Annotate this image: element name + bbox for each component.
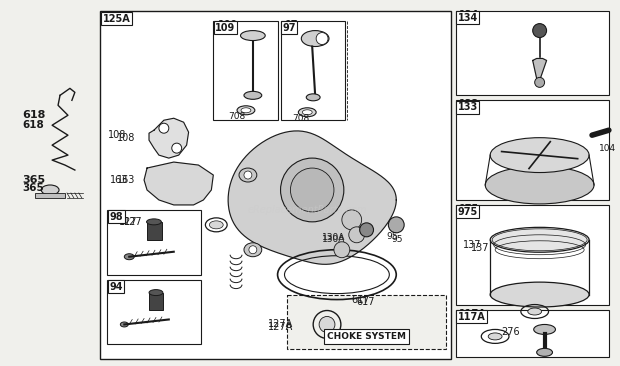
Ellipse shape xyxy=(485,166,594,204)
Text: 276: 276 xyxy=(501,328,520,337)
Ellipse shape xyxy=(241,31,265,41)
Text: 109: 109 xyxy=(215,23,236,33)
Text: 137: 137 xyxy=(463,240,481,250)
Bar xyxy=(456,11,609,95)
Text: 276: 276 xyxy=(461,310,480,321)
Circle shape xyxy=(159,123,169,133)
Circle shape xyxy=(244,171,252,179)
Text: 134: 134 xyxy=(459,10,479,20)
Ellipse shape xyxy=(528,308,542,315)
Text: 133: 133 xyxy=(458,102,478,112)
Bar xyxy=(107,280,202,344)
Ellipse shape xyxy=(124,254,134,260)
Ellipse shape xyxy=(298,108,316,117)
Text: 618: 618 xyxy=(22,110,46,120)
Text: 137: 137 xyxy=(471,243,490,253)
Text: 125A: 125A xyxy=(102,14,130,24)
Polygon shape xyxy=(149,118,188,158)
Circle shape xyxy=(319,317,335,332)
Text: 127: 127 xyxy=(120,217,138,227)
Text: eReplacementParts.com: eReplacementParts.com xyxy=(247,205,367,215)
Text: CHOKE SYSTEM: CHOKE SYSTEM xyxy=(327,332,406,341)
Circle shape xyxy=(334,242,350,258)
Ellipse shape xyxy=(244,92,262,99)
Polygon shape xyxy=(533,59,547,81)
Text: 975: 975 xyxy=(459,204,479,214)
Bar xyxy=(213,20,278,120)
Text: 163: 163 xyxy=(117,175,136,185)
Circle shape xyxy=(534,77,544,87)
Text: 130A: 130A xyxy=(322,235,345,244)
Text: 117A: 117A xyxy=(459,309,486,318)
Text: 130A: 130A xyxy=(322,233,345,242)
Text: 97: 97 xyxy=(285,20,298,30)
Ellipse shape xyxy=(239,168,257,182)
Ellipse shape xyxy=(237,106,255,115)
Polygon shape xyxy=(144,162,213,205)
Text: 127: 127 xyxy=(124,217,143,227)
Ellipse shape xyxy=(210,221,223,229)
Bar xyxy=(147,222,162,240)
Text: 127A: 127A xyxy=(268,320,293,329)
Ellipse shape xyxy=(146,219,161,225)
Text: 708: 708 xyxy=(293,114,309,123)
Text: 109: 109 xyxy=(218,20,239,30)
Text: 97: 97 xyxy=(283,23,296,33)
Ellipse shape xyxy=(490,138,589,172)
Bar xyxy=(456,100,609,200)
Text: 94: 94 xyxy=(110,281,123,292)
Text: 975: 975 xyxy=(458,207,478,217)
Text: 134: 134 xyxy=(458,13,478,23)
Ellipse shape xyxy=(241,108,251,113)
Circle shape xyxy=(249,246,257,254)
Bar xyxy=(280,20,345,120)
Circle shape xyxy=(172,143,182,153)
Text: 365: 365 xyxy=(22,175,46,185)
Bar xyxy=(107,210,202,274)
Ellipse shape xyxy=(306,94,320,101)
Text: 127A: 127A xyxy=(268,322,293,332)
Circle shape xyxy=(360,223,373,237)
Circle shape xyxy=(290,168,334,212)
Circle shape xyxy=(316,33,328,45)
Ellipse shape xyxy=(537,348,552,356)
Ellipse shape xyxy=(303,110,312,115)
Ellipse shape xyxy=(42,185,59,195)
Ellipse shape xyxy=(490,227,589,252)
Text: 117A: 117A xyxy=(458,311,485,321)
Circle shape xyxy=(280,158,344,222)
Bar xyxy=(100,11,451,359)
Ellipse shape xyxy=(488,333,502,340)
Ellipse shape xyxy=(149,290,163,296)
Text: 104: 104 xyxy=(599,143,616,153)
Ellipse shape xyxy=(534,325,556,335)
Circle shape xyxy=(342,210,361,230)
Circle shape xyxy=(349,227,365,243)
Text: 617: 617 xyxy=(356,296,375,307)
Ellipse shape xyxy=(301,31,329,46)
Bar xyxy=(456,205,609,305)
Text: 617: 617 xyxy=(352,295,370,305)
Ellipse shape xyxy=(244,243,262,257)
Text: 95: 95 xyxy=(386,232,398,241)
Bar xyxy=(288,295,446,350)
Bar xyxy=(149,292,163,310)
Bar xyxy=(35,193,65,198)
Ellipse shape xyxy=(120,322,128,327)
Text: 163: 163 xyxy=(110,175,128,185)
Text: 133: 133 xyxy=(459,99,479,109)
Text: 108: 108 xyxy=(107,130,126,140)
Circle shape xyxy=(533,24,547,38)
Circle shape xyxy=(388,217,404,233)
Ellipse shape xyxy=(490,282,589,307)
Bar xyxy=(456,310,609,357)
Text: 708: 708 xyxy=(228,112,246,121)
Text: 365: 365 xyxy=(22,183,44,193)
Text: 108: 108 xyxy=(117,133,136,143)
Text: 98: 98 xyxy=(110,212,123,222)
Text: 95: 95 xyxy=(391,235,403,244)
Polygon shape xyxy=(228,131,396,264)
Text: 618: 618 xyxy=(22,120,44,130)
